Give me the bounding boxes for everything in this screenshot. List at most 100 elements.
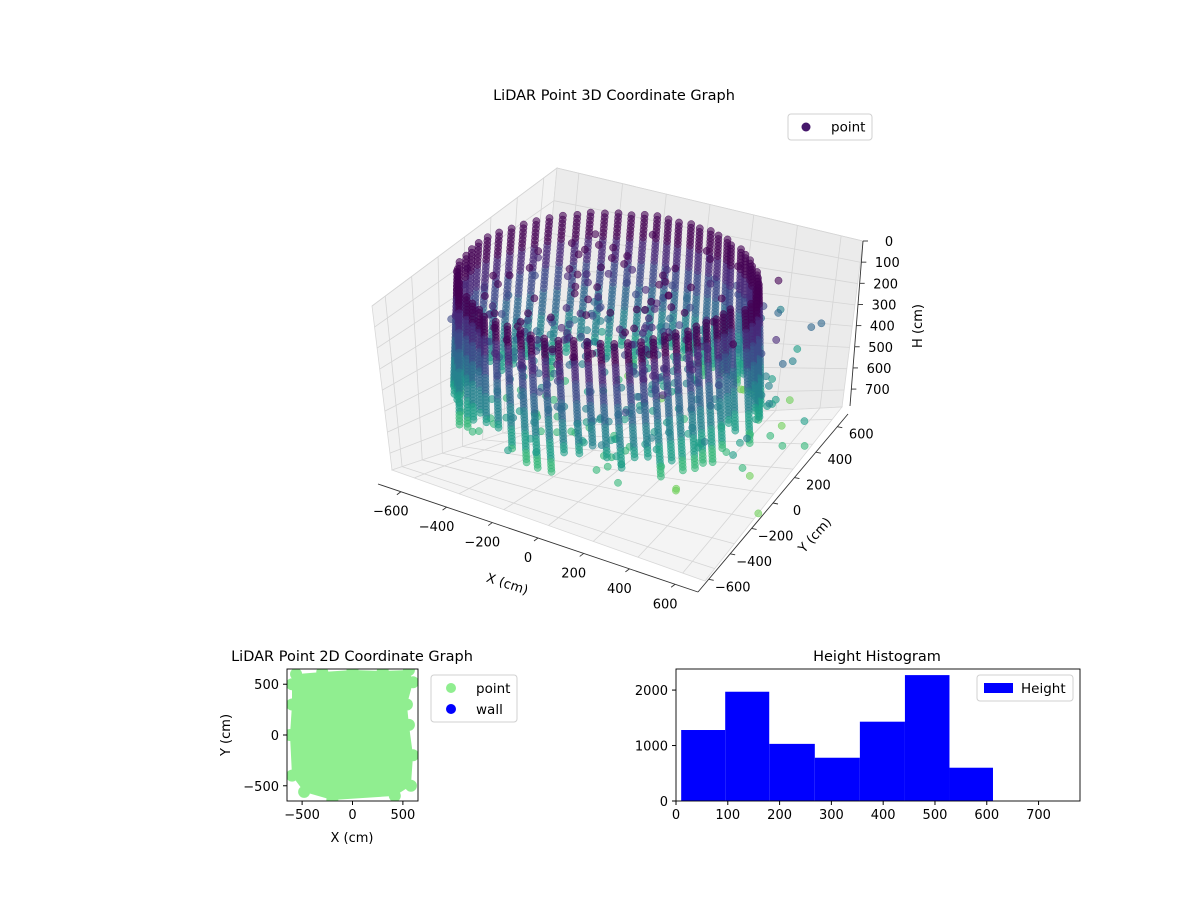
data-point — [686, 303, 694, 312]
grid-line-y-left — [502, 197, 518, 434]
data-point — [519, 220, 528, 229]
data-point — [714, 231, 723, 240]
x-tick — [442, 506, 447, 511]
point-cloud-3d — [447, 208, 826, 518]
edge-point — [406, 676, 418, 689]
data-point — [774, 309, 783, 317]
data-point — [706, 401, 715, 410]
y-tick — [794, 477, 800, 480]
y-tick — [772, 502, 779, 505]
data-point — [661, 277, 670, 286]
data-point — [545, 214, 554, 222]
histogram-bar — [904, 675, 950, 801]
data-point — [480, 283, 489, 292]
histogram-bar — [725, 691, 770, 801]
z-tick-label: 700 — [865, 383, 890, 398]
z-tick-label: 200 — [873, 277, 898, 292]
histogram-bar — [949, 767, 993, 801]
data-point — [664, 333, 673, 342]
data-point — [620, 260, 628, 268]
data-point — [571, 282, 580, 291]
data-point — [680, 308, 689, 317]
data-point — [772, 336, 781, 344]
data-point — [706, 255, 715, 263]
grid-line-y-left — [384, 296, 403, 467]
y-tick-label: −600 — [715, 580, 751, 595]
data-point — [505, 271, 514, 280]
data-point — [532, 327, 541, 335]
z-axis-line — [849, 240, 864, 407]
data-point — [474, 239, 483, 247]
x-tick — [488, 522, 493, 526]
x-tick-label: −200 — [464, 536, 500, 551]
data-point — [708, 458, 717, 467]
data-point — [778, 360, 787, 368]
data-point — [700, 437, 709, 446]
data-point — [594, 293, 603, 301]
data-point — [706, 227, 715, 235]
data-point — [588, 349, 597, 358]
data-point — [483, 233, 492, 242]
data-point — [584, 278, 592, 287]
data-point — [765, 399, 774, 408]
data-point — [667, 303, 676, 312]
data-point — [612, 452, 621, 461]
data-point — [736, 438, 744, 447]
x-tick-label: 500 — [390, 808, 415, 823]
data-point — [703, 344, 712, 353]
data-point — [675, 321, 684, 329]
data-point — [647, 323, 656, 332]
data-point — [640, 210, 649, 219]
data-point — [570, 289, 579, 298]
y-tick — [751, 527, 757, 530]
data-point — [597, 441, 606, 449]
data-point — [748, 262, 756, 271]
data-point — [532, 448, 540, 457]
data-point — [777, 421, 786, 430]
data-point — [778, 441, 787, 450]
data-point — [679, 466, 687, 475]
data-point — [547, 467, 556, 476]
data-point — [494, 423, 503, 432]
x-tick-label: 400 — [871, 808, 896, 823]
edge-point — [298, 785, 311, 798]
legend-3d-marker — [801, 122, 811, 132]
data-point — [657, 472, 665, 481]
data-point — [583, 326, 591, 334]
data-point — [660, 364, 668, 373]
data-point — [573, 210, 582, 219]
data-point — [774, 276, 783, 285]
data-point — [766, 431, 775, 440]
x-tick-label: 0 — [672, 808, 680, 823]
data-point — [455, 420, 464, 429]
data-point — [595, 304, 604, 313]
data-point — [582, 270, 591, 279]
data-point — [577, 332, 586, 341]
edge-point — [402, 718, 415, 731]
data-point — [469, 415, 478, 424]
data-point — [653, 212, 662, 220]
data-point — [714, 381, 723, 389]
grid-line-x-back — [775, 225, 798, 411]
grid-line-y-left — [437, 256, 443, 454]
x-tick — [579, 553, 584, 557]
data-point — [628, 265, 637, 274]
data-point — [468, 245, 476, 253]
histogram-title: Height Histogram — [813, 649, 941, 665]
data-point — [488, 302, 497, 310]
edge-point — [287, 678, 299, 691]
data-point — [666, 314, 674, 323]
data-point — [569, 353, 577, 362]
x-tick — [625, 568, 630, 573]
data-point — [606, 308, 615, 317]
legend-2d-point-marker — [446, 683, 456, 693]
data-point — [731, 426, 740, 435]
data-point — [659, 271, 667, 280]
data-point — [630, 324, 638, 333]
plot-3d: LiDAR Point 3D Coordinate Graph −600 −400… — [371, 88, 926, 612]
data-point — [663, 265, 671, 274]
data-point — [632, 305, 641, 314]
plot-3d-title: LiDAR Point 3D Coordinate Graph — [493, 88, 735, 104]
data-point — [632, 290, 640, 299]
data-point — [694, 443, 702, 452]
